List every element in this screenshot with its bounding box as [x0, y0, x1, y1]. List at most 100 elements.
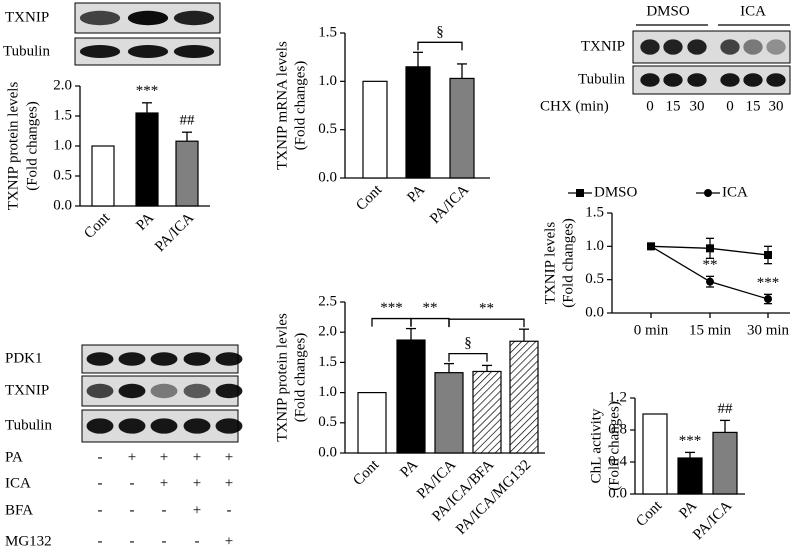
blot-band — [215, 418, 243, 434]
y-tick-label: 0.0 — [53, 197, 72, 213]
x-tick-label: Cont — [350, 456, 383, 489]
condition-value: 30 — [769, 98, 784, 114]
treatment-sign: - — [98, 502, 103, 518]
blot-band — [743, 73, 763, 87]
x-tick-label: 15 min — [689, 322, 732, 338]
treatment-label: ICA — [5, 475, 31, 491]
condition-value: 0 — [646, 98, 654, 114]
treatment-sign: + — [193, 475, 201, 491]
blot-row-label: TXNIP — [581, 38, 625, 54]
blot-band — [640, 39, 660, 55]
significance-label: ## — [718, 401, 734, 417]
bar — [712, 431, 738, 495]
condition-value: 15 — [666, 98, 681, 114]
blot-band — [663, 73, 683, 87]
y-axis-label: (Fold changes) — [606, 401, 622, 491]
blot-band — [687, 73, 707, 87]
x-tick-label: PA — [397, 457, 421, 481]
y-tick-label: 0.5 — [318, 121, 337, 137]
y-axis-label: TXNIP levels — [542, 222, 558, 305]
y-tick-label: 2.5 — [318, 293, 337, 309]
treatment-sign: - — [98, 475, 103, 491]
blot-band — [183, 352, 211, 366]
y-tick-label: 0.5 — [318, 414, 337, 430]
treatment-label: MG132 — [5, 533, 52, 549]
y-tick-label: 1.0 — [318, 73, 337, 89]
y-tick-label: 2.0 — [53, 77, 72, 93]
y-tick-label: 1.0 — [318, 384, 337, 400]
blot-band — [127, 10, 169, 26]
treatment-sign: - — [130, 475, 135, 491]
blot-band — [173, 10, 215, 26]
marker — [764, 295, 772, 303]
treatment-sign: - — [162, 502, 167, 518]
y-axis-label: (Fold changes) — [292, 333, 308, 423]
blot-band — [79, 45, 121, 58]
treatment-sign: - — [130, 533, 135, 549]
blot-row-label: TXNIP — [5, 9, 49, 25]
bar — [434, 372, 464, 454]
y-axis-label: (Fold changes) — [24, 101, 40, 191]
bar — [91, 145, 115, 207]
y-tick-label: 0.5 — [585, 271, 604, 287]
x-tick-label: 30 min — [747, 322, 790, 338]
y-tick-label: 1.5 — [318, 24, 337, 40]
bar — [449, 77, 475, 179]
treatment-sign: + — [193, 502, 201, 518]
significance-bracket — [410, 317, 450, 327]
significance-bracket — [448, 318, 525, 328]
blot-band — [663, 39, 683, 55]
treatment-sign: - — [98, 533, 103, 549]
blot-row-label: Tubulin — [578, 71, 625, 87]
bar — [642, 413, 668, 495]
treatment-sign: - — [98, 449, 103, 465]
treatment-sign: + — [225, 533, 233, 549]
y-axis-label: ChL activity — [588, 408, 604, 483]
blot-band — [720, 73, 740, 87]
blot-row-label: Tubulin — [3, 43, 50, 59]
significance-label: *** — [380, 300, 403, 316]
bar — [135, 112, 159, 207]
condition-value: 15 — [746, 98, 761, 114]
blot-row-label: TXNIP — [5, 382, 49, 398]
blot-band — [150, 418, 178, 434]
marker — [706, 277, 714, 286]
treatment-sign: + — [225, 449, 233, 465]
bar — [405, 66, 431, 179]
blot-band — [766, 73, 786, 87]
treatment-sign: + — [225, 475, 233, 491]
y-tick-label: 0.4 — [608, 453, 627, 469]
y-tick-label: 2.0 — [318, 324, 337, 340]
blot-group-label: ICA — [740, 3, 766, 19]
x-tick-label: Cont — [353, 181, 386, 214]
blot-band — [86, 418, 114, 434]
treatment-label: PA — [5, 449, 23, 465]
blot-band — [766, 39, 786, 55]
y-tick-label: 0.0 — [318, 444, 337, 460]
x-tick-label: PA/ICA — [152, 210, 197, 255]
y-tick-label: 1.5 — [53, 107, 72, 123]
significance-bracket — [417, 41, 463, 51]
marker — [764, 251, 772, 259]
significance-label: ** — [703, 257, 718, 273]
blot-band — [687, 39, 707, 55]
x-tick-label: PA/ICA — [427, 182, 472, 227]
blot-band — [118, 383, 146, 399]
blot-band — [183, 418, 211, 434]
condition-label: CHX (min) — [540, 98, 609, 114]
y-axis-label: (Fold changes) — [292, 61, 308, 151]
blot-band — [173, 45, 215, 58]
y-tick-label: 0.0 — [585, 304, 604, 320]
blot-band — [743, 39, 763, 55]
bar — [175, 140, 199, 207]
y-axis-label: (Fold changes) — [560, 218, 576, 308]
y-axis-label: TXNIP protein levles — [274, 313, 290, 442]
y-tick-label: 1.0 — [585, 238, 604, 254]
legend-label: DMSO — [594, 184, 638, 200]
treatment-sign: + — [160, 475, 168, 491]
y-tick-label: 1.5 — [585, 204, 604, 220]
blot-row-label: PDK1 — [5, 350, 43, 366]
blot-band — [215, 352, 243, 366]
y-tick-label: 0.0 — [318, 169, 337, 185]
y-axis-label: TXNIP mRNA levels — [274, 41, 290, 170]
